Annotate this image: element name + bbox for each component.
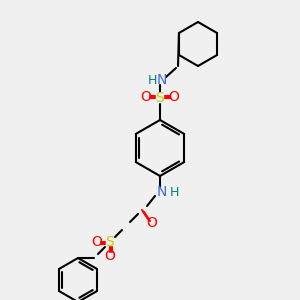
Text: S: S — [106, 235, 114, 249]
Text: O: O — [169, 90, 179, 104]
Text: H: H — [147, 74, 157, 86]
Text: S: S — [156, 91, 164, 105]
Text: O: O — [147, 216, 158, 230]
Text: N: N — [157, 185, 167, 199]
Text: H: H — [169, 185, 179, 199]
Text: O: O — [105, 249, 116, 263]
Text: O: O — [92, 235, 102, 249]
Text: O: O — [141, 90, 152, 104]
Text: N: N — [157, 73, 167, 87]
